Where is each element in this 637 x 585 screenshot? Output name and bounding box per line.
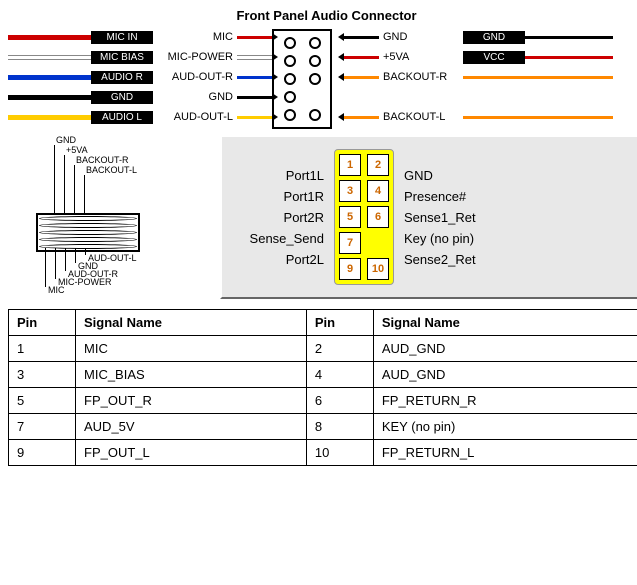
wire-label: AUDIO L (91, 111, 153, 124)
table-header: Signal Name (76, 310, 307, 336)
wire-row (463, 107, 613, 127)
table-header: Signal Name (373, 310, 637, 336)
yh-pin: 2 (367, 154, 389, 176)
table-cell: 8 (306, 414, 373, 440)
mid-label-left: GND (153, 91, 237, 103)
yellow-pinout-panel: Port1L Port1R Port2R Sense_Send Port2L 12345… (220, 135, 637, 299)
mid-label-right: BACKOUT-R (379, 71, 463, 83)
table-cell: MIC (76, 336, 307, 362)
yp-right-label: Presence# (404, 189, 504, 204)
wire-row: AUDIO R (8, 67, 153, 87)
sd-top-label: +5VA (66, 145, 88, 155)
table-header: Pin (9, 310, 76, 336)
sd-top-label: BACKOUT-R (76, 155, 129, 165)
table-cell: AUD_5V (76, 414, 307, 440)
sd-bottom-label: MIC (48, 285, 65, 295)
small-header-diagram: GND+5VABACKOUT-RBACKOUT-LAUD-OUT-LGNDAUD… (8, 135, 208, 295)
yp-left-label: Port2L (234, 252, 324, 267)
mid-row: GND (153, 87, 463, 107)
wire-row: MIC IN (8, 27, 153, 47)
mid-row: MIC-POWER +5VA (153, 47, 463, 67)
yp-left-label: Port1R (234, 189, 324, 204)
sd-bottom-label: MIC-POWER (58, 277, 112, 287)
wire-row: VCC (463, 47, 613, 67)
yh-pin: 5 (339, 206, 361, 228)
yellow-labels-right: GND Presence# Sense1_Ret Key (no pin) Sense2… (404, 168, 504, 267)
wire-label: AUDIO R (91, 71, 153, 84)
table-cell: FP_RETURN_R (373, 388, 637, 414)
mid-label-left: MIC (153, 31, 237, 43)
table-cell: MIC_BIAS (76, 362, 307, 388)
wire-row: AUDIO L (8, 107, 153, 127)
wire-label: MIC IN (91, 31, 153, 44)
table-cell: 10 (306, 440, 373, 466)
mid-label-left: AUD-OUT-R (153, 71, 237, 83)
pin-table: PinSignal NamePinSignal Name 1MIC2AUD_GN… (8, 309, 637, 466)
wire-row: MIC BIAS (8, 47, 153, 67)
small-header-block (36, 213, 140, 252)
sd-top-label: GND (56, 135, 76, 145)
yh-pin: 4 (367, 180, 389, 202)
table-cell: FP_RETURN_L (373, 440, 637, 466)
left-wire-group: MIC IN MIC BIAS AUDIO R GND AUDIO L (8, 27, 153, 127)
yp-left-label: Sense_Send (234, 231, 324, 246)
table-cell: FP_OUT_L (76, 440, 307, 466)
wire-label: GND (463, 31, 525, 44)
yh-pin: 9 (339, 258, 361, 280)
yp-right-label: GND (404, 168, 504, 183)
wire-row: GND (463, 27, 613, 47)
yh-pin: 7 (339, 232, 361, 254)
sd-top-label: BACKOUT-L (86, 165, 137, 175)
table-cell: KEY (no pin) (373, 414, 637, 440)
yh-pin: 1 (339, 154, 361, 176)
table-cell: FP_OUT_R (76, 388, 307, 414)
table-header: Pin (306, 310, 373, 336)
table-cell: 6 (306, 388, 373, 414)
yellow-header: 1234567 9 10 (334, 149, 394, 285)
yp-right-label: Key (no pin) (404, 231, 504, 246)
table-row: 5FP_OUT_R6FP_RETURN_R (9, 388, 637, 414)
yp-right-label: Sense1_Ret (404, 210, 504, 225)
yh-pin: 3 (339, 180, 361, 202)
yh-pin (367, 232, 389, 254)
table-cell: 5 (9, 388, 76, 414)
wire-label: VCC (463, 51, 525, 64)
yp-left-label: Port1L (234, 168, 324, 183)
top-wiring-section: MIC IN MIC BIAS AUDIO R GND AUDIO L MIC … (8, 27, 637, 127)
mid-label-right: GND (379, 31, 463, 43)
table-row: 9FP_OUT_L10FP_RETURN_L (9, 440, 637, 466)
wire-label: MIC BIAS (91, 51, 153, 64)
table-cell: 3 (9, 362, 76, 388)
wire-row (463, 87, 613, 107)
table-cell: 9 (9, 440, 76, 466)
yh-pin: 10 (367, 258, 389, 280)
mid-label-left: AUD-OUT-L (153, 111, 237, 123)
page-title: Front Panel Audio Connector (8, 8, 637, 23)
yp-right-label: Sense2_Ret (404, 252, 504, 267)
wire-row: GND (8, 87, 153, 107)
wire-label: GND (91, 91, 153, 104)
table-row: 7AUD_5V8KEY (no pin) (9, 414, 637, 440)
mid-connector-group: MIC GNDMIC-POWER +5VAAUD-OUT-R BACKOUT-R… (153, 27, 463, 127)
yh-pin: 6 (367, 206, 389, 228)
table-cell: 4 (306, 362, 373, 388)
mid-row: MIC GND (153, 27, 463, 47)
mid-label-left: MIC-POWER (153, 51, 237, 63)
table-row: 3MIC_BIAS4AUD_GND (9, 362, 637, 388)
yellow-labels-left: Port1L Port1R Port2R Sense_Send Port2L (234, 168, 324, 267)
table-cell: 7 (9, 414, 76, 440)
table-cell: 1 (9, 336, 76, 362)
second-section: GND+5VABACKOUT-RBACKOUT-LAUD-OUT-LGNDAUD… (8, 135, 637, 299)
right-wire-group: GND VCC (463, 27, 613, 127)
mid-label-right: +5VA (379, 51, 463, 63)
table-cell: 2 (306, 336, 373, 362)
wire-row (463, 67, 613, 87)
yp-left-label: Port2R (234, 210, 324, 225)
table-cell: AUD_GND (373, 362, 637, 388)
table-row: 1MIC2AUD_GND (9, 336, 637, 362)
mid-row: AUD-OUT-L BACKOUT-L (153, 107, 463, 127)
table-cell: AUD_GND (373, 336, 637, 362)
mid-label-right: BACKOUT-L (379, 111, 463, 123)
mid-row: AUD-OUT-R BACKOUT-R (153, 67, 463, 87)
